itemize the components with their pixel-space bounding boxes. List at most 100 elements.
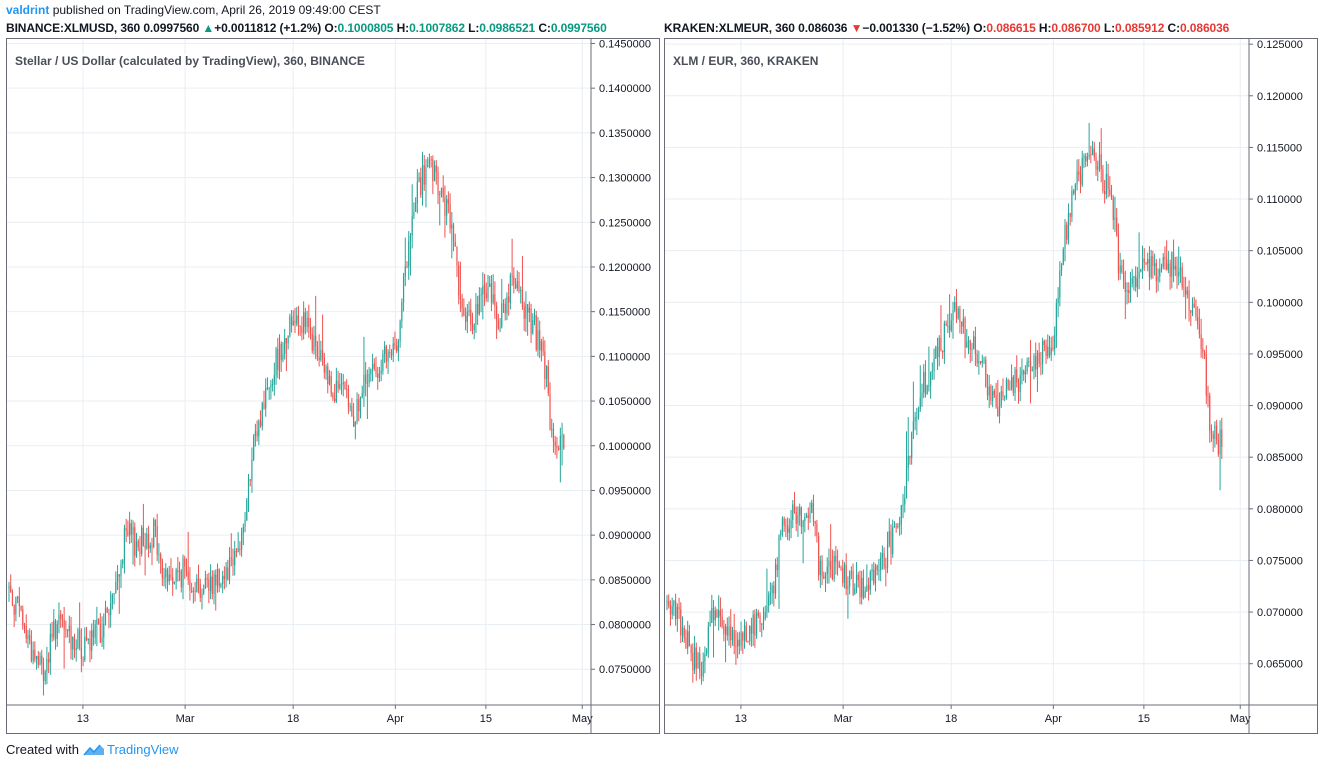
right-candlestick-chart[interactable]: 0.065000 0.070000 0.075000 0.080000 0.085000… [665, 39, 1317, 733]
candle-body [452, 224, 455, 243]
candle-body [339, 384, 341, 389]
candle-body [22, 609, 24, 626]
right-chart-title: XLM / EUR, 360, KRAKEN [673, 54, 819, 68]
candle-body [444, 197, 446, 216]
candle-body [1193, 303, 1195, 308]
candle-body [72, 636, 74, 650]
candle-body [1183, 287, 1185, 289]
candle-body [497, 320, 499, 329]
candle-body [892, 527, 894, 554]
y-tick-label: 0.1100000 [599, 351, 650, 363]
candle-body [680, 609, 682, 636]
tradingview-brand-link[interactable]: TradingView [106, 742, 179, 757]
right-high: 0.086700 [1051, 21, 1101, 35]
right-chart-panel[interactable]: 0.065000 0.070000 0.075000 0.080000 0.085000… [664, 38, 1318, 734]
candle-body [1140, 269, 1142, 272]
candle-body [1091, 148, 1094, 156]
candle-body [259, 420, 262, 427]
candle-body [759, 615, 761, 625]
candle-body [387, 351, 389, 362]
candle-body [1007, 379, 1009, 389]
candle-body [113, 593, 115, 595]
candle-body [1157, 276, 1159, 282]
candle-body [1122, 272, 1125, 282]
candle-body [528, 307, 530, 313]
candle-body [189, 579, 191, 591]
candle-body [110, 603, 112, 616]
candle-body [547, 366, 549, 394]
candle-body [289, 316, 291, 336]
candle-body [213, 574, 215, 594]
candle-body [730, 626, 732, 641]
candle-body [1117, 235, 1120, 273]
candle-body [728, 626, 730, 636]
candle-body [361, 393, 363, 398]
candle-body [501, 303, 503, 328]
candle-body [347, 389, 350, 407]
y-tick-label: 0.0800000 [599, 620, 651, 632]
candle-body [738, 639, 740, 647]
candle-body [165, 569, 167, 577]
candle-body [766, 606, 768, 613]
candle-body [401, 302, 403, 321]
candle-body [308, 317, 310, 328]
candle-body [170, 574, 172, 578]
x-tick-label: Apr [1045, 713, 1062, 725]
candle-body [1166, 259, 1168, 270]
candle-body [253, 436, 255, 460]
candle-body [973, 336, 975, 349]
candle-body [272, 384, 274, 386]
candle-body [390, 353, 393, 356]
candle-body [66, 629, 69, 632]
candle-body [966, 341, 968, 348]
candle-body [1176, 265, 1178, 277]
candle-body [1040, 363, 1042, 365]
candles [8, 151, 565, 696]
candle-body [1097, 166, 1099, 170]
candle-body [49, 633, 51, 663]
candle-body [290, 316, 293, 325]
left-candlestick-chart[interactable]: 0.0750000 0.0800000 0.0850000 0.0900000 0.09… [7, 39, 659, 733]
candle-body [940, 337, 942, 351]
candle-body [685, 637, 687, 649]
candle-body [246, 499, 248, 521]
candle-body [268, 387, 270, 389]
candle-body [309, 327, 312, 334]
candle-body [80, 647, 82, 660]
candle-body [247, 479, 250, 500]
candle-body [30, 640, 32, 662]
left-chart-panel[interactable]: 0.0750000 0.0800000 0.0850000 0.0900000 0.09… [6, 38, 660, 734]
candle-body [292, 320, 294, 325]
candle-body [1105, 173, 1107, 195]
candle-body [37, 655, 39, 665]
candle-body [228, 557, 231, 580]
candle-body [787, 525, 789, 533]
candle-body [27, 635, 29, 639]
candle-body [768, 595, 770, 607]
candle-body [382, 353, 384, 371]
candle-body [552, 428, 555, 442]
candle-body [280, 343, 282, 360]
candle-body [402, 276, 405, 303]
publish-text: published on TradingView.com, April 26, … [52, 3, 381, 17]
x-tick-label: 18 [287, 713, 299, 725]
candle-body [1054, 335, 1056, 349]
candle-body [833, 555, 835, 580]
x-tick-label: 18 [945, 713, 957, 725]
y-tick-label: 0.1150000 [599, 307, 650, 319]
candle-body [1135, 276, 1137, 288]
candle-body [676, 607, 678, 619]
candle-body [724, 626, 727, 635]
candle-body [303, 312, 305, 334]
candle-body [54, 620, 57, 639]
candle-body [477, 303, 479, 314]
candle-body [1128, 289, 1130, 294]
publisher-username[interactable]: valdrint [6, 3, 50, 17]
candle-body [1126, 289, 1128, 292]
candle-body [840, 567, 842, 569]
y-tick-label: 0.1450000 [599, 39, 651, 50]
candle-body [216, 568, 219, 586]
candle-body [433, 165, 436, 182]
candle-body [556, 445, 558, 449]
candle-body [742, 632, 744, 641]
